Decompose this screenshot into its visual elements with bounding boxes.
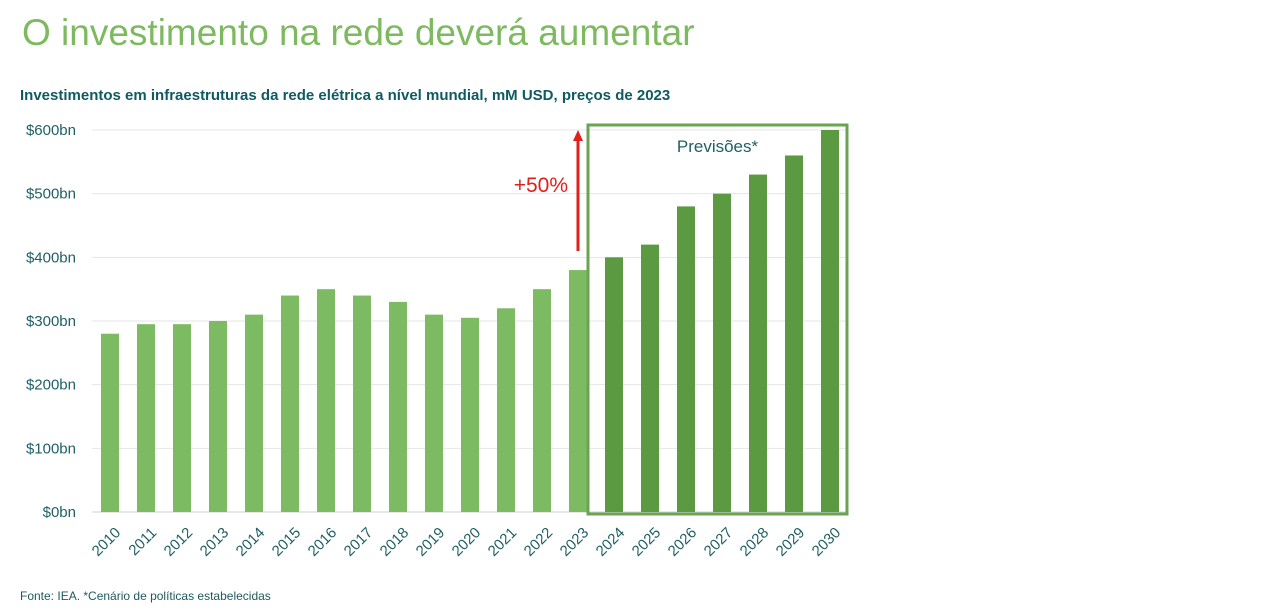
x-tick-label: 2011 [125, 524, 160, 559]
historical-bar [497, 308, 515, 512]
y-tick-label: $0bn [43, 504, 76, 521]
forecast-label: Previsões* [677, 137, 759, 156]
forecast-bar [641, 244, 659, 512]
x-tick-label: 2015 [269, 524, 305, 560]
x-tick-label: 2017 [341, 524, 377, 560]
x-tick-label: 2028 [737, 524, 773, 560]
x-tick-label: 2020 [449, 524, 485, 560]
x-tick-label: 2023 [557, 524, 593, 560]
historical-bar [533, 289, 551, 512]
forecast-bar [677, 206, 695, 512]
growth-label: +50% [514, 174, 568, 197]
source-note: Fonte: IEA. *Cenário de políticas estabe… [20, 589, 271, 603]
y-tick-label: $100bn [26, 440, 76, 457]
historical-bar [353, 295, 371, 512]
forecast-bar [605, 257, 623, 512]
bars [101, 130, 839, 513]
forecast-box [586, 123, 849, 516]
x-tick-label: 2021 [485, 524, 521, 560]
y-tick-label: $300bn [26, 313, 76, 330]
x-tick-label: 2029 [773, 524, 809, 560]
x-tick-label: 2030 [809, 524, 845, 560]
x-tick-label: 2014 [233, 524, 269, 560]
y-tick-label: $600bn [26, 122, 76, 139]
historical-bar [209, 321, 227, 512]
x-tick-label: 2016 [305, 524, 341, 560]
x-tick-label: 2025 [629, 524, 665, 560]
x-tick-label: 2010 [89, 524, 125, 560]
x-axis: 2010 2011 2012 2013 2014 2015 2016 2017 2018 2019… [89, 524, 845, 560]
historical-bar [101, 333, 119, 512]
y-tick-label: $400bn [26, 249, 76, 266]
historical-bar [569, 270, 587, 512]
historical-bar [137, 324, 155, 512]
chart-title: Investimentos em infraestruturas da rede… [20, 87, 671, 104]
x-tick-label: 2026 [665, 524, 701, 560]
forecast-bar [749, 174, 767, 513]
forecast-bar [785, 155, 803, 512]
x-tick-label: 2022 [521, 524, 557, 560]
historical-bar [317, 289, 335, 512]
historical-bar [461, 317, 479, 512]
forecast-bar [713, 193, 731, 512]
y-axis: $0bn $100bn $200bn $300bn $400bn $500bn $600bn [26, 122, 76, 521]
growth-arrowhead [573, 130, 583, 141]
x-tick-label: 2018 [377, 524, 413, 560]
x-tick-label: 2013 [197, 524, 233, 560]
page-title: O investimento na rede deverá aumentar [22, 12, 695, 53]
y-tick-label: $200bn [26, 377, 76, 394]
y-tick-label: $500bn [26, 186, 76, 203]
historical-bar [245, 314, 263, 512]
x-tick-label: 2019 [413, 524, 449, 560]
x-tick-label: 2012 [161, 524, 197, 560]
historical-bar [389, 301, 407, 512]
historical-bar [281, 295, 299, 512]
historical-bar [173, 324, 191, 512]
x-tick-label: 2024 [593, 524, 629, 560]
historical-bar [425, 314, 443, 512]
x-tick-label: 2027 [701, 524, 737, 560]
forecast-bar [821, 130, 839, 512]
